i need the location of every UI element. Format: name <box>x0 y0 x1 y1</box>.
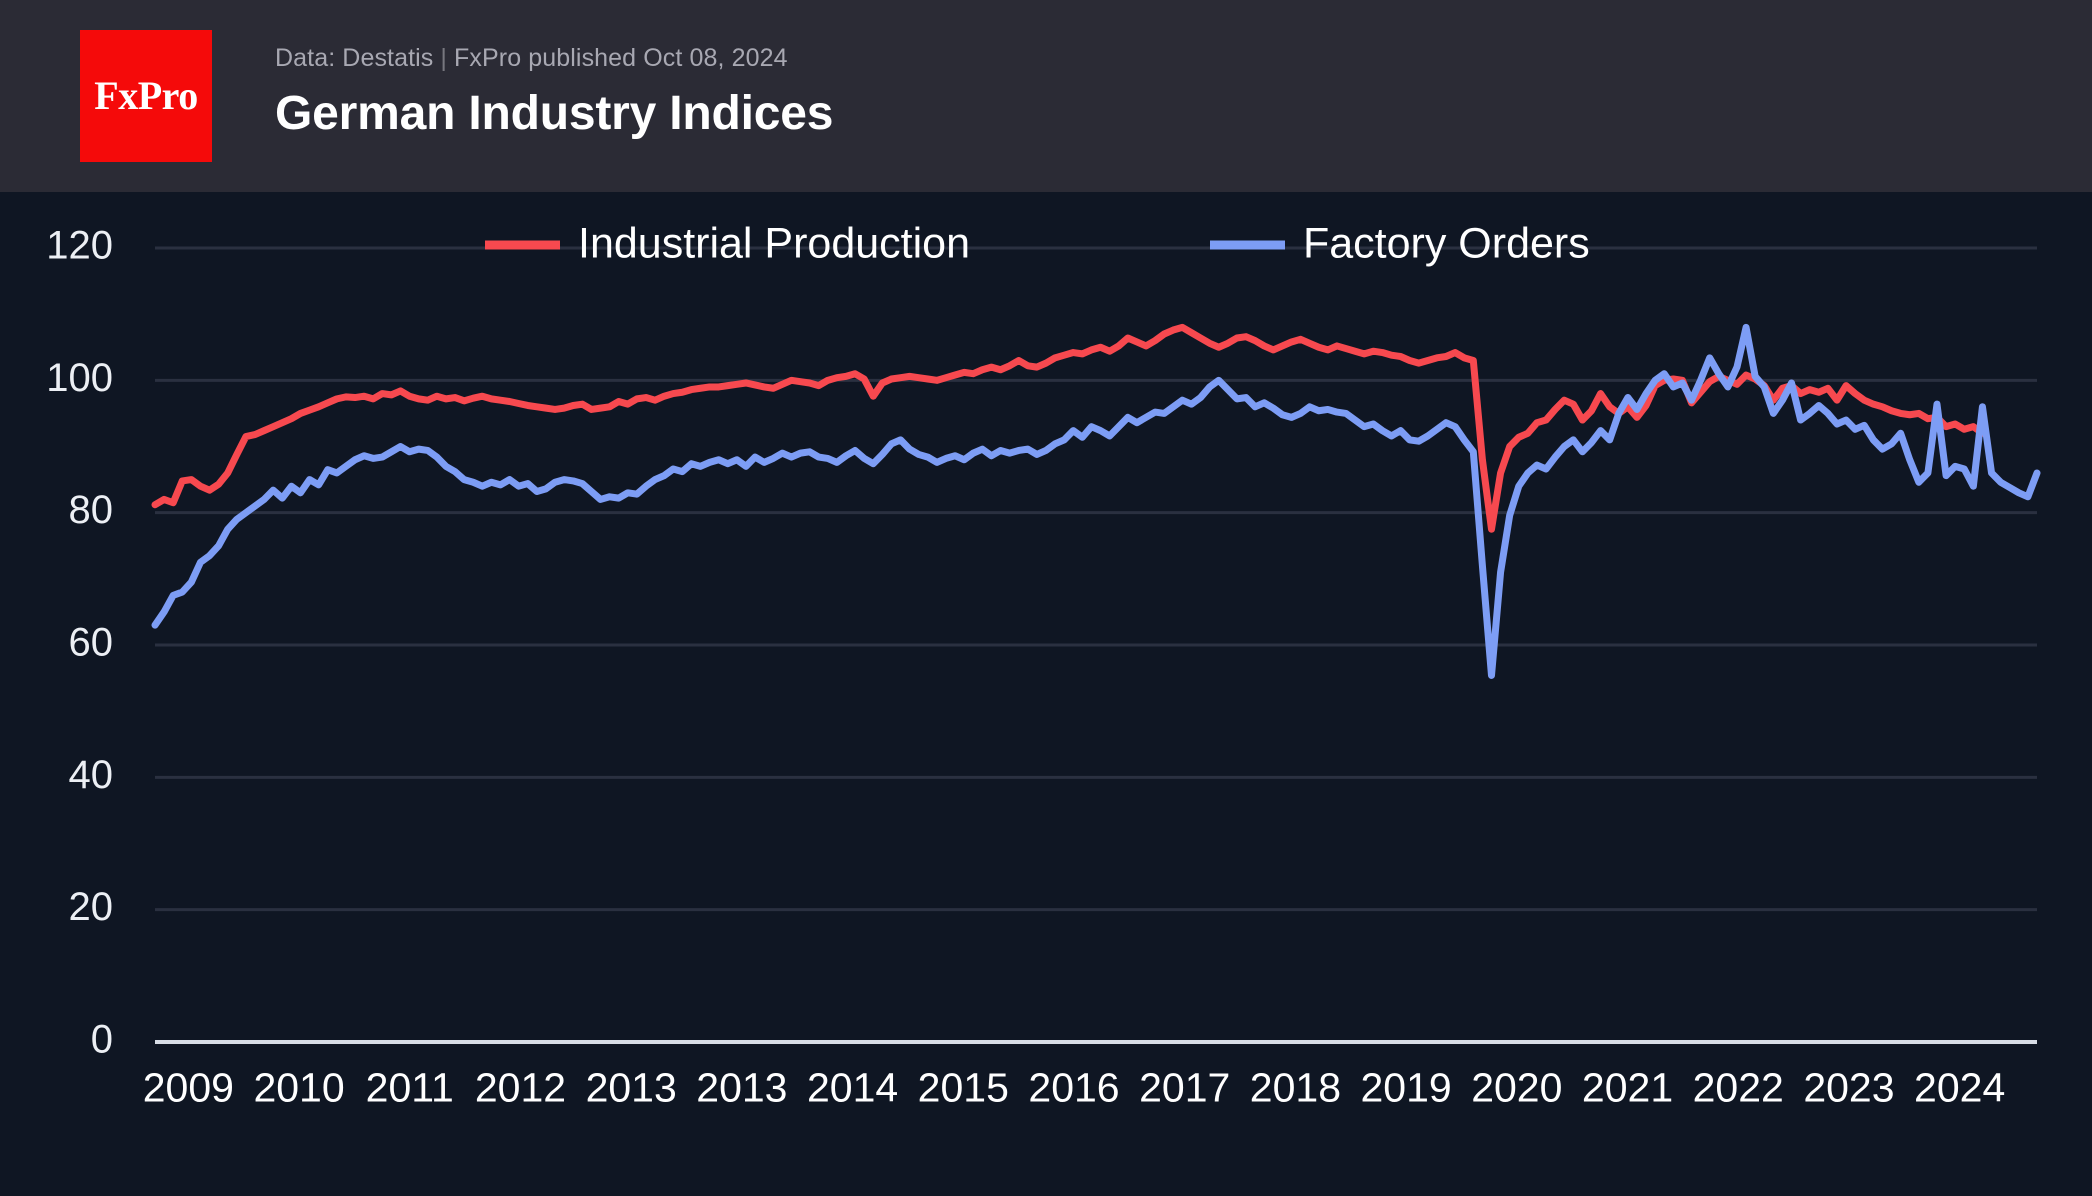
chart-legend: Industrial Production Factory Orders <box>485 219 1590 267</box>
series-group <box>151 323 2041 679</box>
line-chart: 0 20 40 60 80 100 120 2009 2010 2011 2012 2013 2013… <box>46 219 2041 1111</box>
legend-label-industrial-production[interactable]: Industrial Production <box>578 219 970 267</box>
y-axis-tick-label: 20 <box>69 885 114 929</box>
x-axis-tick-label: 2015 <box>918 1065 1009 1111</box>
x-axis-tick-label: 2014 <box>807 1065 898 1111</box>
y-axis-tick-label: 120 <box>46 224 113 268</box>
x-axis-tick-label: 2009 <box>143 1065 234 1111</box>
logo-label: FxPro <box>94 73 198 118</box>
x-axis-tick-label: 2010 <box>253 1065 344 1111</box>
y-axis-tick-label: 80 <box>69 488 114 532</box>
series-industrial-production <box>151 323 1986 533</box>
chart-subtitle: Data: Destatis | FxPro published Oct 08, 2… <box>275 44 833 73</box>
x-axis-tick-label: 2011 <box>366 1065 454 1111</box>
x-axis-tick-label: 2013 <box>696 1065 787 1111</box>
published-label: FxPro published Oct 08, 2024 <box>454 44 788 72</box>
y-axis-labels: 0 20 40 60 80 100 120 <box>46 224 113 1062</box>
x-axis-tick-label: 2017 <box>1139 1065 1230 1111</box>
x-axis-tick-label: 2018 <box>1250 1065 1341 1111</box>
y-axis-tick-label: 60 <box>69 621 114 665</box>
x-axis-tick-label: 2020 <box>1471 1065 1562 1111</box>
x-axis-tick-label: 2024 <box>1914 1065 2005 1111</box>
subtitle-separator: | <box>440 44 448 72</box>
page-title: German Industry Indices <box>275 87 834 140</box>
x-axis-tick-label: 2021 <box>1582 1065 1673 1111</box>
x-axis-labels: 2009 2010 2011 2012 2013 2013 2014 2015 2016 2017… <box>143 1065 2006 1111</box>
x-axis-tick-label: 2019 <box>1361 1065 1452 1111</box>
gridlines <box>155 246 2037 912</box>
y-axis-tick-label: 100 <box>46 356 113 400</box>
page-header: FxPro Data: Destatis | FxPro published Oct… <box>0 0 2092 192</box>
x-axis-tick-label: 2016 <box>1028 1065 1119 1111</box>
y-axis-tick-label: 0 <box>91 1018 113 1062</box>
y-axis-tick-label: 40 <box>69 753 114 797</box>
x-axis-tick-label: 2013 <box>586 1065 677 1111</box>
source-label: Data: Destatis <box>275 44 434 72</box>
x-axis-tick-label: 2012 <box>475 1065 566 1111</box>
chart-container: 0 20 40 60 80 100 120 2009 2010 2011 2012 2013 2013… <box>0 192 2092 1196</box>
x-axis-tick-label: 2023 <box>1803 1065 1894 1111</box>
fxpro-logo: FxPro <box>80 30 212 162</box>
x-axis-tick-label: 2022 <box>1693 1065 1784 1111</box>
header-text-block: Data: Destatis | FxPro published Oct 08, 2… <box>275 44 833 141</box>
legend-label-factory-orders[interactable]: Factory Orders <box>1303 219 1590 267</box>
series-factory-orders <box>151 323 2041 679</box>
